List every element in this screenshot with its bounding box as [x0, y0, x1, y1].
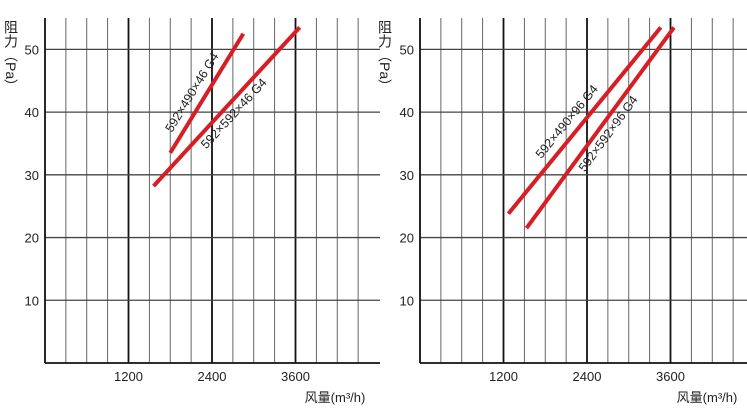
x-tick-label: 2400: [573, 369, 602, 384]
y-tick-label: 30: [25, 168, 39, 183]
y-tick-label: 20: [400, 231, 414, 246]
x-tick-label: 1200: [489, 369, 518, 384]
y-tick-label: 10: [400, 293, 414, 308]
series-line-2: [524, 26, 676, 230]
x-tick-label: 2400: [198, 369, 227, 384]
y-axis-label: 阻力（Pa）: [377, 20, 393, 93]
series-line-2: [152, 26, 302, 188]
x-axis-label: 风量(m³/h): [677, 390, 738, 405]
y-tick-label: 10: [25, 293, 39, 308]
y-tick-label: 40: [400, 105, 414, 120]
x-tick-label: 3600: [281, 369, 310, 384]
y-axis-label: 阻力（Pa）: [3, 20, 19, 93]
x-tick-label: 1200: [114, 369, 143, 384]
y-tick-label: 50: [400, 42, 414, 57]
series-line-1: [506, 26, 663, 215]
y-tick-label: 50: [25, 42, 39, 57]
y-tick-label: 30: [400, 168, 414, 183]
x-tick-label: 3600: [656, 369, 685, 384]
y-tick-label: 20: [25, 231, 39, 246]
x-axis-label: 风量(m³/h): [305, 390, 366, 405]
series-line-1: [168, 32, 246, 154]
y-tick-label: 40: [25, 105, 39, 120]
